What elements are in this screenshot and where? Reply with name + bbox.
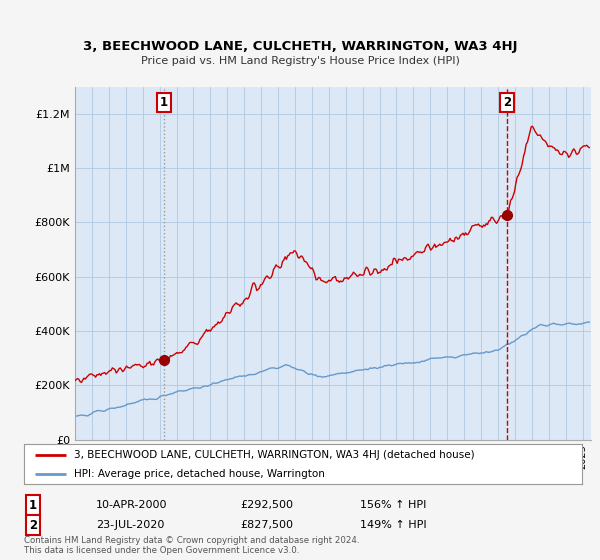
Text: 1: 1 [29,498,37,512]
Text: 1: 1 [160,96,168,109]
Text: HPI: Average price, detached house, Warrington: HPI: Average price, detached house, Warr… [74,469,325,479]
Text: 10-APR-2000: 10-APR-2000 [96,500,167,510]
Text: 3, BEECHWOOD LANE, CULCHETH, WARRINGTON, WA3 4HJ: 3, BEECHWOOD LANE, CULCHETH, WARRINGTON,… [83,40,517,53]
Text: 149% ↑ HPI: 149% ↑ HPI [360,520,427,530]
Text: Contains HM Land Registry data © Crown copyright and database right 2024.: Contains HM Land Registry data © Crown c… [24,536,359,545]
Text: 3, BEECHWOOD LANE, CULCHETH, WARRINGTON, WA3 4HJ (detached house): 3, BEECHWOOD LANE, CULCHETH, WARRINGTON,… [74,450,475,460]
Text: This data is licensed under the Open Government Licence v3.0.: This data is licensed under the Open Gov… [24,547,299,556]
Text: 23-JUL-2020: 23-JUL-2020 [96,520,164,530]
Text: £292,500: £292,500 [240,500,293,510]
Text: 2: 2 [503,96,511,109]
Text: 156% ↑ HPI: 156% ↑ HPI [360,500,427,510]
Text: £827,500: £827,500 [240,520,293,530]
Text: Price paid vs. HM Land Registry's House Price Index (HPI): Price paid vs. HM Land Registry's House … [140,56,460,66]
Text: 2: 2 [29,519,37,532]
